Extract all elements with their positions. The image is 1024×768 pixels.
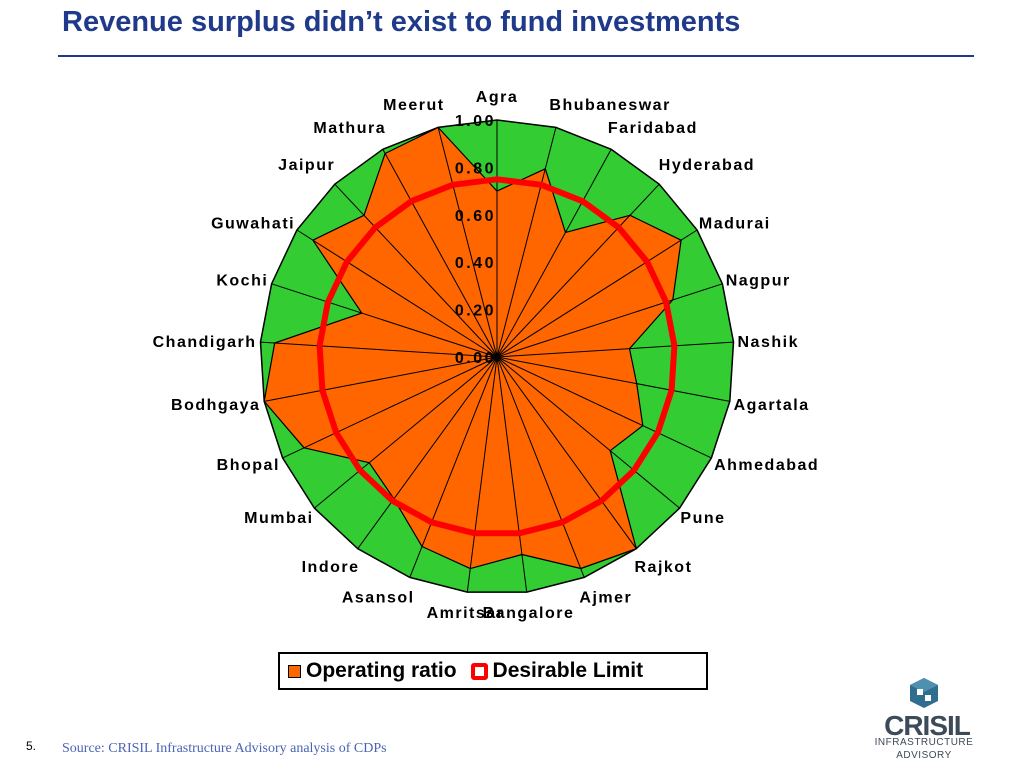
radar-spoke-ahmedabad [496, 356, 712, 459]
crisil-cube-icon [910, 678, 938, 708]
radial-tick-label: 0.80 [455, 160, 496, 177]
title-divider [58, 55, 974, 57]
legend-label-operating-ratio: Operating ratio [306, 659, 457, 682]
radar-spoke-ajmer [496, 356, 585, 578]
radar-spoke-bhopal [282, 356, 498, 459]
legend-item-desirable-limit: Desirable Limit [470, 659, 644, 683]
category-label-amritsar: Amritsar [427, 605, 505, 622]
category-label-jaipur: Jaipur [278, 157, 335, 174]
slide-title: Revenue surplus didn’t exist to fund inv… [62, 6, 741, 38]
radial-tick-label: 0.00 [455, 350, 496, 367]
radar-spoke-jaipur [334, 183, 498, 358]
radar-spoke-mumbai [314, 356, 498, 509]
category-label-faridabad: Faridabad [608, 120, 698, 137]
radar-spoke-hyderabad [496, 183, 660, 358]
radar-spoke-amritsar [466, 356, 498, 593]
radar-spoke-faridabad [496, 149, 612, 358]
legend-label-desirable-limit: Desirable Limit [492, 659, 644, 682]
category-label-hyderabad: Hyderabad [659, 157, 755, 174]
logo-line-1: INFRASTRUCTURE [874, 737, 974, 748]
radar-spoke-nagpur [496, 283, 723, 358]
legend-item-operating-ratio: Operating ratio [288, 659, 457, 683]
radial-tick-label: 0.40 [455, 255, 496, 272]
category-label-ahmedabad: Ahmedabad [714, 457, 819, 474]
logo-wordmark: CRISIL [884, 710, 971, 741]
source-note: Source: CRISIL Infrastructure Advisory a… [62, 741, 387, 756]
category-label-asansol: Asansol [342, 589, 415, 606]
category-label-bangalore: Bangalore [483, 605, 575, 622]
radar-spoke-bodhgaya [264, 356, 498, 402]
chart-legend: Operating ratio Desirable Limit [278, 652, 708, 690]
radar-spoke-nashik [496, 341, 734, 358]
page-number: 5. [26, 739, 37, 753]
radial-tick-label: 0.20 [455, 303, 496, 320]
radar-spoke-bangalore [496, 356, 528, 593]
radar-spoke-rajkot [496, 356, 637, 549]
desirable-limit-swatch [470, 662, 488, 680]
radar-spoke-mathura [382, 149, 498, 358]
category-label-agra: Agra [476, 89, 518, 106]
series-desirable-limit [316, 176, 678, 537]
category-label-guwahati: Guwahati [211, 216, 295, 233]
radar-spoke-asansol [409, 356, 498, 578]
category-label-mumbai: Mumbai [244, 510, 313, 527]
category-label-bhopal: Bhopal [217, 457, 280, 474]
category-label-kochi: Kochi [216, 272, 268, 289]
radar-spoke-pune [496, 356, 680, 509]
radar-spoke-indore [357, 356, 498, 549]
radial-tick-label: 1.00 [455, 113, 496, 130]
radar-spoke-guwahati [296, 229, 498, 358]
category-label-ajmer: Ajmer [579, 589, 632, 606]
category-label-mathura: Mathura [313, 120, 386, 137]
category-label-bodhgaya: Bodhgaya [171, 397, 260, 414]
radial-tick-label: 0.60 [455, 208, 496, 225]
radar-spoke-bhubaneswar [496, 127, 557, 358]
radar-chart: 0.00 0.20 0.40 0.60 0.80 1.00 Agra Bhubaneswar F… [153, 89, 819, 622]
radar-spoke-agartala [496, 356, 730, 402]
category-label-madurai: Madurai [699, 216, 771, 233]
category-label-pune: Pune [680, 510, 725, 527]
radar-spoke-meerut [437, 127, 498, 358]
crisil-logo: CRISIL INFRASTRUCTURE ADVISORY [872, 676, 976, 764]
category-label-nagpur: Nagpur [726, 272, 791, 289]
operating-ratio-swatch [288, 664, 301, 678]
radar-spoke-madurai [496, 229, 698, 358]
logo-line-2: ADVISORY [896, 750, 952, 761]
radar-spoke-chandigarh [260, 341, 498, 358]
category-label-indore: Indore [302, 559, 360, 576]
category-label-agartala: Agartala [734, 397, 810, 414]
radar-spoke-kochi [271, 283, 498, 358]
category-label-bhubaneswar: Bhubaneswar [549, 97, 670, 114]
category-label-nashik: Nashik [738, 334, 799, 351]
category-label-chandigarh: Chandigarh [153, 334, 257, 351]
category-label-meerut: Meerut [383, 97, 444, 114]
category-label-rajkot: Rajkot [635, 559, 693, 576]
